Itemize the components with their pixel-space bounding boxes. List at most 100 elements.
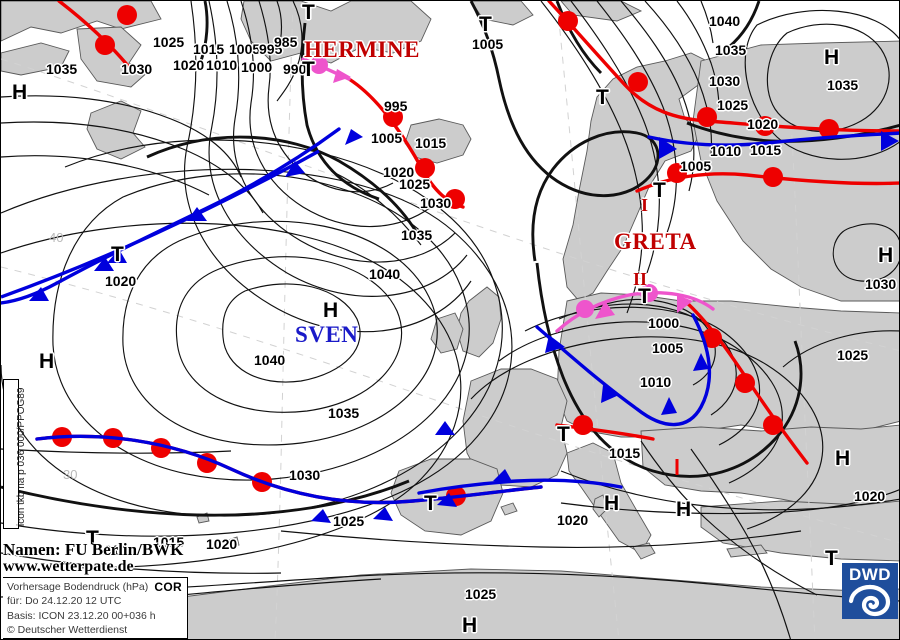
warm-bump	[95, 35, 115, 55]
occluded-bump	[310, 56, 328, 74]
isobar-995	[258, 1, 394, 193]
sponsor-line-1: Namen: FU Berlin/BWK	[3, 540, 184, 559]
isobar-1005	[226, 1, 456, 263]
warm-bump	[558, 11, 578, 31]
occluded-barb	[333, 69, 351, 83]
isobar-1035-ne	[676, 1, 720, 110]
warm-bump	[735, 373, 755, 393]
cold-front-iberia	[417, 478, 623, 495]
warm-bump	[415, 158, 435, 178]
warm-bump	[697, 107, 717, 127]
cold-barb	[601, 385, 619, 403]
isobar-1035-a	[122, 220, 438, 446]
caption-box: Vorhersage Bodendruck (hPa) COR für: Do …	[3, 577, 188, 639]
run-identifier-tag: icon tkb na p 036 000/PPOG89	[3, 379, 27, 529]
warm-bump	[573, 415, 593, 435]
cold-barb	[29, 287, 49, 301]
isobar-1040-inner	[222, 283, 361, 383]
sponsor-credit: Namen: FU Berlin/BWK www.wetterpate.de	[3, 541, 183, 576]
isobar-1025-greta	[782, 330, 899, 368]
isobar-thick-f	[555, 1, 603, 75]
warm-bump	[667, 163, 687, 183]
isobar-1030-a	[52, 173, 470, 481]
warm-bump	[117, 5, 137, 25]
isobar-1015-greta	[498, 321, 783, 484]
grid-lon-c	[790, 120, 816, 639]
isobar-1040-ne	[700, 1, 714, 44]
isobar-1030-ne	[644, 1, 713, 156]
cold-barb	[285, 161, 305, 177]
isobar-thick-b	[300, 22, 380, 201]
isobar-1020-a	[1, 168, 513, 537]
land-labrador	[76, 26, 150, 88]
warm-bump	[702, 328, 722, 348]
isobar-1035-b	[1, 95, 242, 178]
isobar-1020-south	[560, 489, 899, 515]
isobar-thick-e	[469, 1, 660, 262]
isobar-med-a	[560, 470, 899, 511]
cold-barb	[693, 353, 709, 371]
caption-title-row: Vorhersage Bodendruck (hPa) COR	[7, 580, 184, 594]
warm-bump	[755, 116, 775, 136]
warm-front-bumps	[52, 5, 839, 506]
cold-barb	[493, 469, 513, 483]
isobar-sw-a	[1, 448, 232, 454]
isobar-990	[276, 1, 303, 102]
cold-barb	[659, 137, 677, 159]
cold-barb	[311, 509, 331, 523]
isobar-1025-left	[1, 155, 210, 196]
cold-front-midleft	[1, 149, 320, 299]
cold-barb	[545, 335, 565, 353]
land-westeurope	[462, 368, 568, 488]
cold-front-south	[35, 434, 543, 505]
cold-barb	[345, 129, 363, 145]
grid-lon-a	[274, 1, 294, 639]
land-svalbard	[470, 1, 534, 26]
warm-bump	[383, 107, 403, 127]
isobar-1025-ne	[620, 1, 695, 192]
isobar-med-b	[640, 440, 818, 596]
isobar-med-c	[690, 448, 791, 639]
land-azores-b	[224, 536, 240, 548]
isobar-1010-ne	[540, 1, 643, 314]
isobar-iceland-sw	[330, 170, 422, 246]
isobar-1020-greta	[470, 336, 824, 530]
occluded-markers	[310, 56, 693, 319]
cold-front-greta	[535, 313, 712, 427]
isobar-1025-a	[1, 139, 503, 517]
isobar-1000	[240, 1, 432, 228]
cold-barb	[437, 493, 457, 507]
warm-bump	[628, 72, 648, 92]
grid-lon-b	[556, 1, 620, 639]
isobar-1025-south	[280, 530, 802, 548]
warm-front-north-euro	[547, 1, 899, 133]
isobar-high-1030-ring	[744, 9, 899, 160]
occluded-barb	[595, 301, 615, 319]
warm-front-baltic	[555, 423, 655, 441]
cold-barb	[373, 507, 393, 521]
isobar-1030-right-cell	[832, 223, 899, 282]
isobar-high-1035-ring	[766, 23, 890, 132]
cold-barb	[94, 257, 114, 271]
isobar-1040-outer	[175, 256, 403, 413]
isobar-1015-top	[183, 1, 472, 333]
cold-barb	[435, 421, 455, 435]
cold-barb	[107, 249, 127, 263]
sponsor-line-2: www.wetterpate.de	[3, 557, 134, 575]
isobar-1015-a	[1, 222, 462, 569]
isobar-thick-i	[728, 1, 761, 49]
occluded-greta	[555, 291, 715, 333]
warm-bump	[763, 167, 783, 187]
isobar-thick-c	[146, 135, 419, 234]
caption-valid-for: für: Do 24.12.20 12 UTC	[7, 595, 122, 608]
land-newfoundland	[86, 100, 146, 160]
land-finland-russia	[692, 40, 899, 302]
cold-barb	[881, 131, 899, 151]
isobar-985	[276, 1, 283, 54]
cold-barb	[661, 397, 677, 415]
occluded-barb	[677, 295, 693, 313]
isobar-1015-ne	[570, 1, 660, 274]
caption-basis: Basis: ICON 23.12.20 00+036 h	[7, 609, 156, 622]
